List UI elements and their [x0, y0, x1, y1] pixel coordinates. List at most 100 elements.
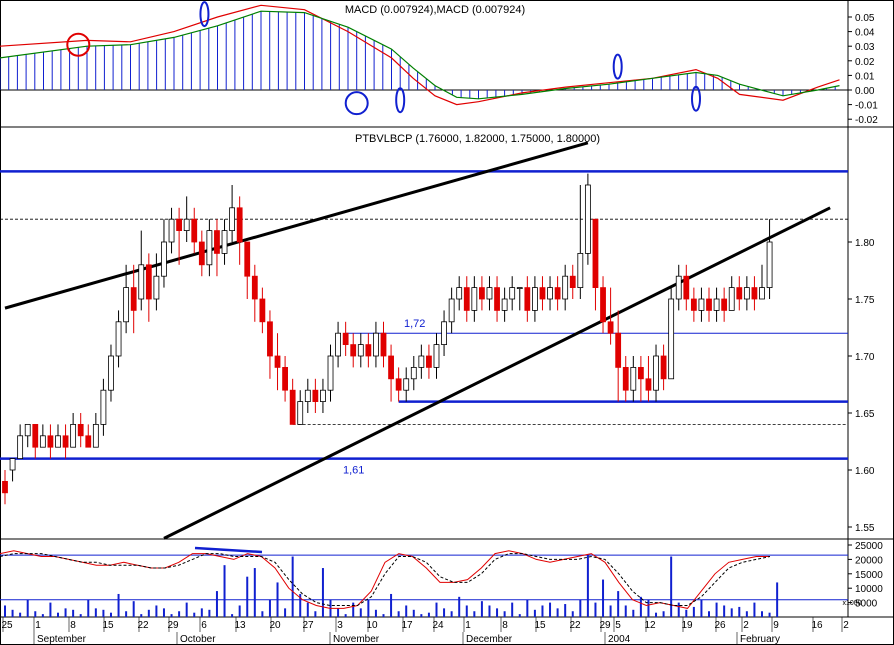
x-day-label: 24: [432, 620, 444, 631]
macd-signal-marker: [66, 32, 91, 57]
x-day-label: 17: [401, 620, 413, 631]
candle-body: [153, 275, 160, 300]
candle-body: [615, 332, 622, 368]
candle-body: [115, 321, 122, 357]
level-label: 1,72: [404, 318, 425, 330]
candle-body: [494, 287, 500, 311]
candle-body: [24, 423, 31, 437]
candle-body: [721, 298, 728, 311]
x-day-label: 15: [102, 620, 114, 631]
candle-body: [463, 287, 470, 311]
candle-body: [17, 435, 24, 459]
x-day-label: 8: [502, 620, 508, 631]
candle-body: [191, 218, 198, 243]
candle-body: [471, 287, 478, 311]
volume-ytick-label: 5000: [855, 599, 878, 610]
candle-body: [161, 241, 167, 277]
candle-body: [486, 287, 493, 300]
stochastic-k-line: [0, 550, 770, 609]
oscillator-annotation-line: [194, 546, 263, 554]
macd-signal-marker: [395, 87, 406, 114]
candle-body: [229, 207, 236, 232]
macd-ytick-label: 0.03: [855, 42, 875, 53]
candle-body: [168, 218, 175, 243]
trendline: [4, 141, 589, 310]
candle-body: [562, 275, 569, 300]
candle-body: [524, 287, 531, 311]
stochastic-d-line: [0, 553, 771, 606]
candle-body: [198, 241, 205, 266]
candle-body: [592, 218, 599, 288]
candle-body: [668, 298, 675, 380]
candle-body: [77, 423, 84, 437]
x-day-label: 25: [1, 620, 13, 631]
candle-body: [584, 184, 591, 254]
candle-body: [577, 252, 584, 288]
candle-body: [728, 287, 735, 311]
candle-body: [630, 366, 637, 391]
price-panel: 1,72 1,61 1.80 1.75 1.70 1.65 1.60 1.55: [0, 141, 875, 540]
price-ytick-label: 1.75: [855, 295, 875, 306]
x-month-label: September: [37, 634, 87, 645]
x-axis: 25 1 8 15 22 29 6 13 20 27 3 10 17 24 1 8 15 22 29 5 12 19 26 2…: [1, 617, 849, 645]
candle-body: [441, 321, 447, 345]
macd-ytick-label: 0.01: [855, 71, 875, 82]
x-day-label: 16: [811, 620, 823, 631]
candle-body: [282, 366, 288, 391]
x-day-label: 1: [35, 620, 41, 631]
candle-body: [675, 275, 682, 300]
x-day-label: 9: [773, 620, 779, 631]
price-ytick-label: 1.70: [855, 352, 875, 363]
x-day-label: 29: [599, 620, 611, 631]
x-day-label: 26: [714, 620, 726, 631]
candle-body: [130, 287, 137, 311]
x-day-label: 22: [137, 620, 149, 631]
candle-body: [221, 230, 228, 254]
volume-ytick-label: 15000: [855, 570, 883, 581]
candle-body: [607, 321, 614, 334]
x-day-label: 29: [167, 620, 179, 631]
candle-body: [244, 241, 251, 277]
macd-line: [0, 4, 840, 106]
candle-body: [395, 378, 402, 391]
price-ytick-label: 1.65: [855, 409, 875, 420]
candle-body: [403, 378, 410, 391]
candle-body: [274, 355, 281, 368]
candle-body: [206, 230, 213, 266]
macd-ytick-label: 0.00: [855, 86, 875, 97]
candle-body: [259, 298, 266, 323]
candle-body: [751, 287, 758, 300]
candle-body: [532, 287, 538, 311]
candle-body: [236, 207, 243, 243]
trendline: [163, 206, 831, 540]
candle-body: [39, 435, 46, 448]
price-ytick-label: 1.60: [855, 466, 875, 477]
candle-body: [516, 287, 523, 290]
x-day-label: 1: [465, 620, 471, 631]
candle-body: [706, 298, 712, 311]
x-day-label: 6: [201, 620, 207, 631]
candle-body: [660, 355, 667, 380]
candle-body: [622, 366, 629, 391]
candle-body: [47, 435, 54, 448]
macd-signal-line: [0, 10, 840, 100]
candle-body: [62, 435, 69, 448]
x-day-label: 10: [366, 620, 378, 631]
candle-body: [653, 355, 659, 391]
candle-body: [2, 480, 8, 494]
macd-title: MACD (0.007924),MACD (0.007924): [345, 4, 525, 16]
candle-body: [327, 355, 334, 391]
candle-body: [123, 287, 130, 323]
candle-body: [320, 389, 326, 403]
candle-body: [759, 287, 765, 300]
x-day-label: 27: [302, 620, 314, 631]
macd-signal-marker: [612, 53, 623, 80]
candle-body: [267, 321, 273, 357]
volume-ytick-label: 25000: [855, 541, 883, 552]
x-day-label: 20: [269, 620, 281, 631]
candle-body: [645, 378, 652, 391]
x-day-label: 3: [337, 620, 343, 631]
candle-body: [539, 287, 546, 300]
candle-body: [448, 298, 455, 323]
